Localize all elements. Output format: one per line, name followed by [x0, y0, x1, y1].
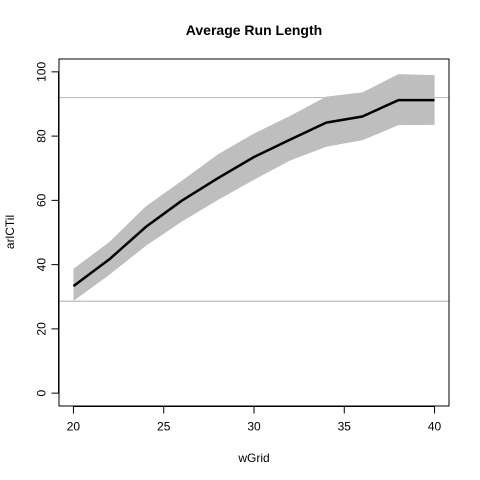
x-axis-label: wGrid — [237, 451, 269, 465]
confidence-band — [73, 74, 435, 301]
y-tick-label: 20 — [35, 322, 49, 336]
x-axis: 20 25 30 35 40 — [67, 406, 442, 434]
y-tick-label: 0 — [35, 389, 49, 396]
x-tick-label: 25 — [157, 420, 171, 434]
x-tick-label: 35 — [338, 420, 352, 434]
y-tick-label: 100 — [35, 62, 49, 82]
plot-area — [59, 74, 449, 302]
y-axis: 0 20 40 60 80 100 — [35, 62, 59, 396]
x-tick-label: 40 — [428, 420, 442, 434]
y-axis-label: arlCTil — [3, 215, 17, 249]
x-tick-label: 20 — [67, 420, 81, 434]
y-tick-label: 40 — [35, 258, 49, 272]
series-line-1 — [72, 98, 435, 288]
y-tick-label: 80 — [35, 129, 49, 143]
x-tick-label: 30 — [247, 420, 261, 434]
y-tick-label: 60 — [35, 193, 49, 207]
chart-title: Average Run Length — [186, 22, 322, 38]
